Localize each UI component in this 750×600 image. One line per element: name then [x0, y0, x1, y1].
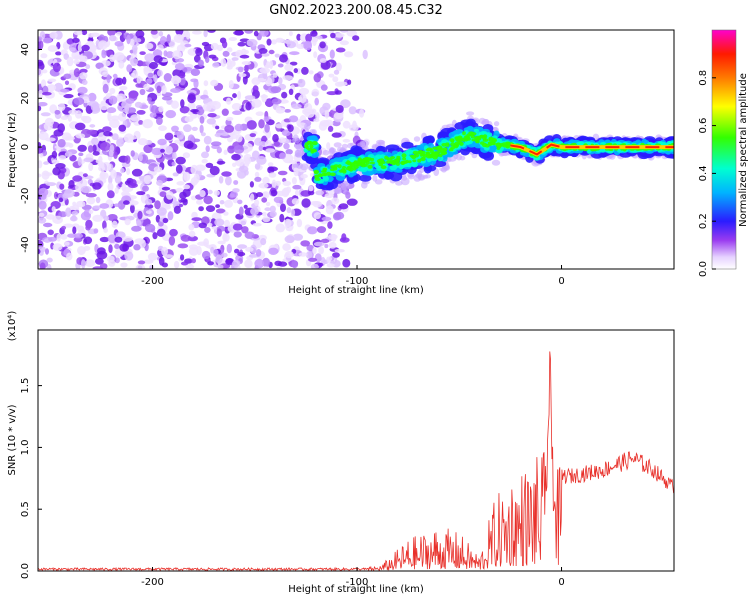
colorbar-label: Normalized spectral amplitude [738, 73, 749, 227]
colorbar-tick-label: 0.0 [698, 261, 709, 277]
colorbar-tick-label: 0.6 [698, 118, 709, 134]
bottom-y-tick-label: 0.5 [20, 501, 31, 517]
bottom-x-axis-label: Height of straight line (km) [288, 584, 424, 595]
top-y-tick-label: -20 [20, 188, 31, 204]
bottom-y-tick-label: 1.5 [20, 378, 31, 394]
colorbar: 0.0 0.2 0.4 0.6 0.8 Normalized spectral ampl… [698, 29, 749, 277]
colorbar-tick-label: 0.8 [698, 70, 709, 86]
colorbar-gradient [711, 29, 737, 270]
top-x-tick-label: 0 [558, 276, 564, 287]
bottom-y-axis-label: SNR (10 * v/v) [7, 404, 18, 475]
top-x-axis: -200 -100 0 [141, 265, 565, 287]
bottom-x-tick-label: 0 [558, 577, 564, 588]
colorbar-ticks: 0.0 0.2 0.4 0.6 0.8 [698, 70, 716, 277]
top-y-axis: -40 -20 0 20 40 [20, 43, 42, 253]
top-x-tick-label: -200 [141, 276, 164, 287]
bottom-x-tick-label: -100 [346, 577, 369, 588]
top-y-tick-label: 0 [20, 144, 31, 150]
top-x-axis-label: Height of straight line (km) [288, 285, 424, 296]
bottom-y-tick-label: 0.0 [20, 563, 31, 579]
top-chart-title: GN02.2023.200.08.45.C32 [269, 3, 443, 18]
bottom-y-multiplier: (x10⁴) [7, 311, 18, 342]
colorbar-tick-label: 0.2 [698, 213, 709, 229]
top-y-tick-label: -40 [20, 236, 31, 252]
colorbar-tick-label: 0.4 [698, 165, 709, 181]
top-y-tick-label: 40 [20, 43, 31, 56]
top-y-axis-label: Frequency (Hz) [7, 112, 18, 188]
snr-series-line [38, 351, 674, 571]
heatmap-ridge [292, 111, 674, 195]
snr-panel: -200 -100 0 0.0 0.5 1.0 1.5 Height of straigh… [7, 311, 675, 595]
snr-plot-area [38, 330, 674, 571]
bottom-y-tick-label: 1.0 [20, 439, 31, 455]
bottom-x-tick-label: -200 [141, 577, 164, 588]
top-x-tick-label: -100 [346, 276, 369, 287]
bottom-x-axis: -200 -100 0 [141, 567, 565, 588]
bottom-y-axis: 0.0 0.5 1.0 1.5 [20, 378, 42, 579]
top-y-tick-label: 20 [20, 92, 31, 105]
